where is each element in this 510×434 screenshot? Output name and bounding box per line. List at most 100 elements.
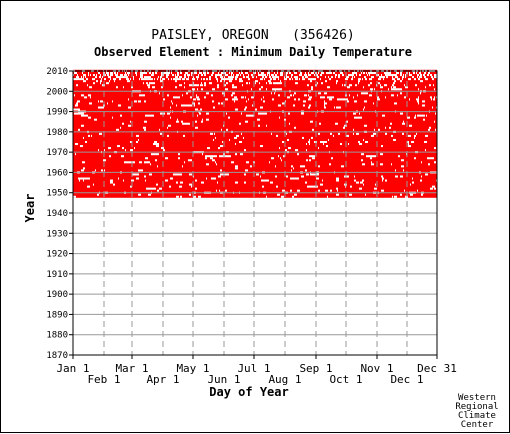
- missing-data-mark: [139, 94, 145, 97]
- missing-data-mark: [286, 76, 289, 79]
- missing-data-mark: [436, 179, 437, 182]
- missing-data-mark: [309, 155, 315, 158]
- missing-data-mark: [76, 102, 78, 105]
- missing-data-mark: [371, 76, 374, 79]
- missing-data-mark: [277, 193, 280, 196]
- missing-data-mark: [157, 165, 158, 168]
- missing-data-mark: [325, 80, 327, 83]
- missing-data-mark: [216, 189, 217, 192]
- missing-data-mark: [391, 134, 393, 137]
- missing-data-mark: [224, 84, 226, 87]
- missing-data-mark: [437, 155, 440, 158]
- missing-data-mark: [203, 72, 206, 75]
- missing-data-mark: [151, 74, 154, 77]
- missing-data-mark: [326, 72, 332, 75]
- missing-data-mark: [96, 74, 97, 77]
- missing-data-mark: [363, 138, 364, 141]
- missing-data-mark: [199, 112, 201, 115]
- missing-data-mark: [420, 92, 421, 95]
- missing-data-mark: [311, 72, 314, 75]
- missing-data-mark: [191, 74, 192, 77]
- missing-data-mark: [141, 78, 153, 81]
- credit-line-4: Center: [461, 420, 494, 430]
- missing-data-mark: [197, 78, 198, 81]
- missing-data-mark: [347, 100, 349, 103]
- missing-data-mark: [160, 112, 165, 115]
- chart-title: PAISLEY, OREGON (356426): [151, 28, 355, 43]
- missing-data-mark: [219, 189, 220, 192]
- missing-data-mark: [91, 134, 92, 137]
- missing-data-mark: [184, 161, 185, 164]
- missing-data-mark: [289, 78, 291, 81]
- missing-data-mark: [336, 193, 339, 196]
- missing-data-mark: [175, 86, 177, 89]
- missing-data-mark: [223, 124, 224, 127]
- missing-data-mark: [417, 114, 425, 117]
- missing-data-mark: [98, 149, 99, 152]
- missing-data-mark: [181, 104, 192, 107]
- missing-data-mark: [302, 136, 304, 139]
- missing-data-mark: [405, 195, 408, 198]
- missing-data-mark: [209, 76, 211, 79]
- missing-data-mark: [161, 147, 164, 150]
- missing-data-mark: [175, 80, 177, 83]
- missing-data-mark: [179, 84, 182, 87]
- missing-data-mark: [112, 100, 113, 103]
- missing-data-mark: [331, 76, 333, 79]
- missing-data-mark: [122, 122, 124, 125]
- missing-data-mark: [128, 74, 129, 77]
- missing-data-mark: [329, 78, 331, 81]
- missing-data-mark: [405, 86, 408, 89]
- missing-data-mark: [269, 82, 272, 85]
- missing-data-mark: [180, 72, 182, 75]
- missing-data-mark: [390, 122, 392, 125]
- missing-data-mark: [272, 98, 274, 101]
- missing-data-mark: [123, 86, 124, 89]
- missing-data-mark: [217, 181, 218, 184]
- missing-data-mark: [89, 102, 92, 105]
- missing-data-mark: [173, 78, 181, 81]
- missing-data-mark: [216, 163, 217, 166]
- missing-data-mark: [172, 74, 174, 77]
- missing-data-mark: [369, 78, 372, 81]
- missing-data-mark: [131, 179, 134, 182]
- missing-data-mark: [270, 181, 273, 184]
- missing-data-mark: [429, 126, 431, 129]
- missing-data-mark: [295, 78, 298, 81]
- missing-data-mark: [408, 78, 411, 81]
- missing-data-mark: [434, 147, 436, 150]
- missing-data-mark: [416, 132, 417, 135]
- missing-data-mark: [364, 76, 366, 79]
- missing-data-mark: [77, 74, 78, 77]
- missing-data-mark: [110, 181, 113, 184]
- missing-data-mark: [294, 126, 296, 129]
- missing-data-mark: [289, 122, 290, 125]
- missing-data-mark: [215, 74, 222, 77]
- missing-data-mark: [136, 177, 139, 180]
- missing-data-mark: [182, 165, 183, 168]
- missing-data-mark: [263, 100, 265, 103]
- missing-data-mark: [245, 120, 248, 123]
- missing-data-mark: [280, 157, 281, 160]
- missing-data-mark: [434, 187, 436, 190]
- missing-data-mark: [244, 181, 246, 184]
- missing-data-mark: [96, 80, 98, 83]
- y-tick-label: 1990: [46, 108, 68, 118]
- missing-data-mark: [370, 157, 372, 160]
- missing-data-mark: [87, 185, 90, 188]
- missing-data-mark: [416, 98, 419, 101]
- missing-data-mark: [291, 169, 292, 172]
- missing-data-mark: [434, 76, 437, 79]
- missing-data-mark: [215, 136, 216, 139]
- missing-data-mark: [395, 175, 398, 178]
- missing-data-mark: [201, 181, 204, 184]
- missing-data-mark: [102, 76, 103, 79]
- missing-data-mark: [175, 76, 178, 79]
- missing-data-mark: [356, 181, 359, 184]
- missing-data-mark: [167, 134, 169, 137]
- missing-data-mark: [75, 143, 78, 146]
- missing-data-mark: [262, 185, 264, 188]
- missing-data-mark: [124, 161, 135, 164]
- missing-data-mark: [308, 94, 309, 97]
- missing-data-mark: [378, 78, 381, 81]
